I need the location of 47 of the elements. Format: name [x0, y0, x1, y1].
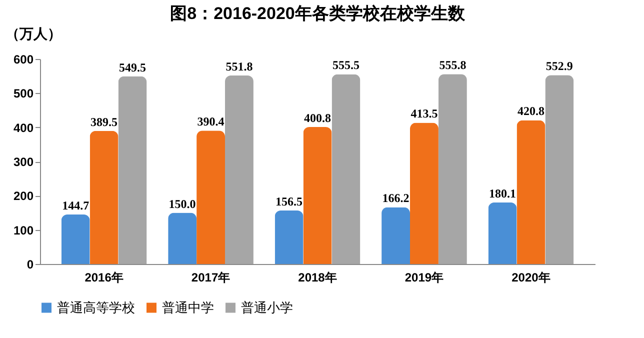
x-tick-label: 2016年 — [84, 270, 124, 284]
data-label: 555.5 — [332, 58, 360, 72]
bar — [438, 74, 467, 264]
data-label: 552.9 — [546, 59, 573, 74]
legend-label: 普通小学 — [241, 300, 293, 315]
bar — [488, 202, 517, 264]
x-tick-label: 2020年 — [512, 270, 550, 284]
bar — [545, 75, 574, 264]
x-tick-label: 2018年 — [298, 270, 337, 284]
data-label: 390.4 — [197, 114, 224, 129]
bar — [196, 130, 225, 264]
x-tick-label: 2019年 — [404, 270, 444, 284]
data-label: 420.8 — [517, 104, 544, 118]
data-label: 551.8 — [226, 59, 253, 74]
y-axis-title: （万人） — [6, 26, 62, 42]
chart-title: 图8：2016-2020年各类学校在校学生数 — [170, 4, 466, 23]
bar — [118, 76, 147, 264]
bar — [332, 74, 360, 264]
bar — [225, 75, 254, 264]
data-label: 156.5 — [276, 194, 303, 209]
y-tick-label: 600 — [13, 52, 34, 66]
legend-label: 普通中学 — [162, 300, 214, 315]
y-tick-label: 100 — [13, 223, 34, 238]
data-label: 555.8 — [439, 58, 466, 72]
legend-label: 普通高等学校 — [57, 300, 135, 315]
data-label: 400.8 — [304, 111, 331, 126]
bar — [516, 120, 546, 264]
data-label: 166.2 — [382, 191, 410, 206]
bar — [410, 122, 438, 264]
data-label: 413.5 — [410, 106, 438, 121]
y-tick-label: 0 — [26, 258, 34, 272]
bar — [382, 207, 410, 264]
y-tick-label: 200 — [13, 189, 34, 204]
data-label: 549.5 — [119, 60, 146, 74]
x-tick-label: 2017年 — [191, 270, 230, 284]
bar — [274, 210, 304, 264]
data-label: 144.7 — [62, 198, 90, 213]
data-label: 180.1 — [489, 186, 516, 200]
y-tick-label: 500 — [13, 86, 34, 101]
bar — [168, 212, 197, 264]
bar — [61, 214, 90, 264]
y-tick-label: 400 — [13, 120, 34, 135]
data-label: 389.5 — [90, 114, 118, 129]
bar — [303, 127, 332, 264]
y-tick-label: 300 — [13, 155, 34, 169]
data-label: 150.0 — [168, 196, 196, 211]
bar — [90, 130, 118, 264]
